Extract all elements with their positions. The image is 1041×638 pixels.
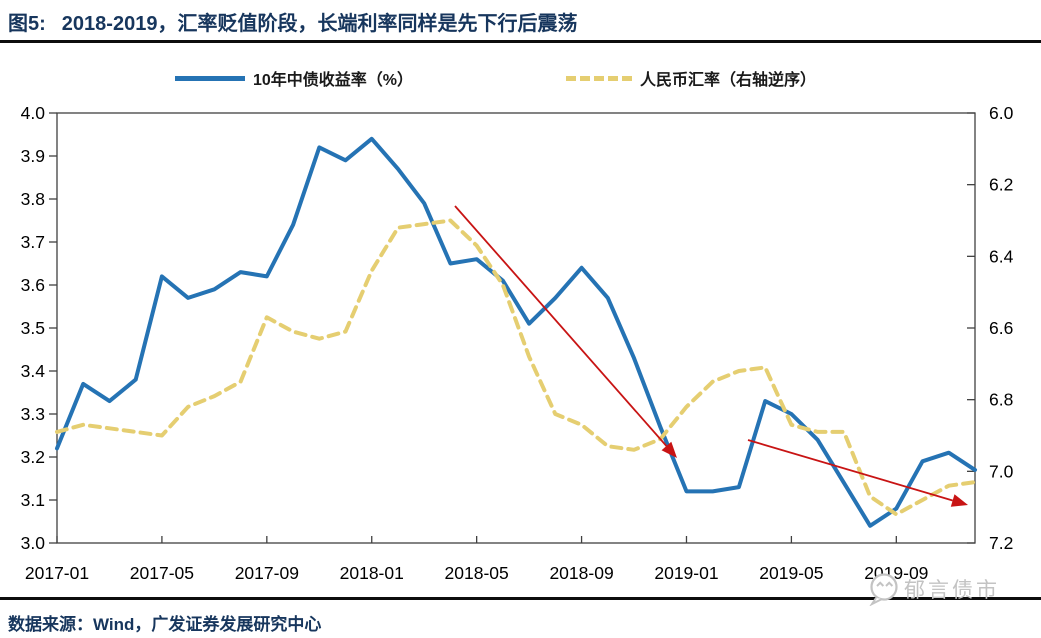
x-axis-label: 2019-05 <box>759 563 823 583</box>
left-axis-label: 3.6 <box>21 275 45 295</box>
figure-number: 图5: <box>8 13 46 35</box>
watermark: 郁言债市 <box>866 572 1000 606</box>
x-axis-label: 2017-09 <box>235 563 299 583</box>
x-axis-label: 2018-01 <box>340 563 404 583</box>
fx-rate-line <box>55 218 977 517</box>
yield-line <box>55 136 977 528</box>
legend-label-fx: 人民币汇率（右轴逆序） <box>640 72 817 89</box>
right-axis-label: 6.0 <box>989 103 1014 123</box>
right-axis-label: 6.2 <box>989 175 1013 195</box>
watermark-text: 郁言债市 <box>904 579 1000 602</box>
line-chart: 4.0 3.9 3.8 3.7 3.6 3.5 3.4 3.3 3.2 3.1 3.0 6.0 6.2 6… <box>21 103 1014 583</box>
right-axis-label: 6.4 <box>989 246 1014 266</box>
wechat-smiley-icon <box>869 573 898 606</box>
legend-item-fx: 人民币汇率（右轴逆序） <box>566 66 816 90</box>
legend-solid-line-swatch <box>175 75 245 81</box>
trend-arrow-line-1 <box>454 205 668 447</box>
figure-title-text: 2018-2019，汇率贬值阶段，长端利率同样是先下行后震荡 <box>61 13 578 35</box>
legend-item-yield: 10年中债收益率（%） <box>175 66 413 90</box>
left-axis-label: 3.5 <box>21 318 45 338</box>
trend-arrow-head-1 <box>661 441 677 458</box>
right-axis-label: 7.0 <box>989 461 1014 481</box>
x-axis-label: 2017-05 <box>130 563 194 583</box>
left-axis-label: 3.3 <box>21 404 45 424</box>
title-divider <box>0 40 1041 43</box>
x-axis-label: 2017-01 <box>25 563 89 583</box>
trend-arrow-line-2 <box>747 439 953 502</box>
legend-dashed-line-swatch <box>566 75 632 81</box>
x-axis-label: 2018-05 <box>445 563 509 583</box>
x-axis-label: 2018-09 <box>549 563 613 583</box>
left-axis-label: 3.0 <box>21 533 46 553</box>
right-axis-label: 6.8 <box>989 390 1013 410</box>
chart-legend: 10年中债收益率（%） 人民币汇率（右轴逆序） <box>0 66 1041 90</box>
trend-arrow-head-2 <box>950 494 968 507</box>
legend-label-yield: 10年中债收益率（%） <box>253 72 414 89</box>
data-source: 数据来源：Wind，广发证券发展研究中心 <box>8 615 322 634</box>
figure-title: 图5: 2018-2019，汇率贬值阶段，长端利率同样是先下行后震荡 <box>8 7 1033 36</box>
right-axis-label: 6.6 <box>989 318 1013 338</box>
left-axis-label: 4.0 <box>21 103 46 123</box>
right-axis-label: 7.2 <box>989 533 1013 553</box>
left-axis-label: 3.9 <box>21 146 45 166</box>
plot-border <box>56 112 976 544</box>
x-axis-label: 2019-01 <box>654 563 718 583</box>
left-axis-label: 3.2 <box>21 447 45 467</box>
footer-divider <box>0 597 1041 600</box>
left-axis-label: 3.1 <box>21 490 45 510</box>
left-axis-label: 3.8 <box>21 189 45 209</box>
left-axis-label: 3.7 <box>21 232 45 252</box>
left-axis-label: 3.4 <box>21 361 46 381</box>
